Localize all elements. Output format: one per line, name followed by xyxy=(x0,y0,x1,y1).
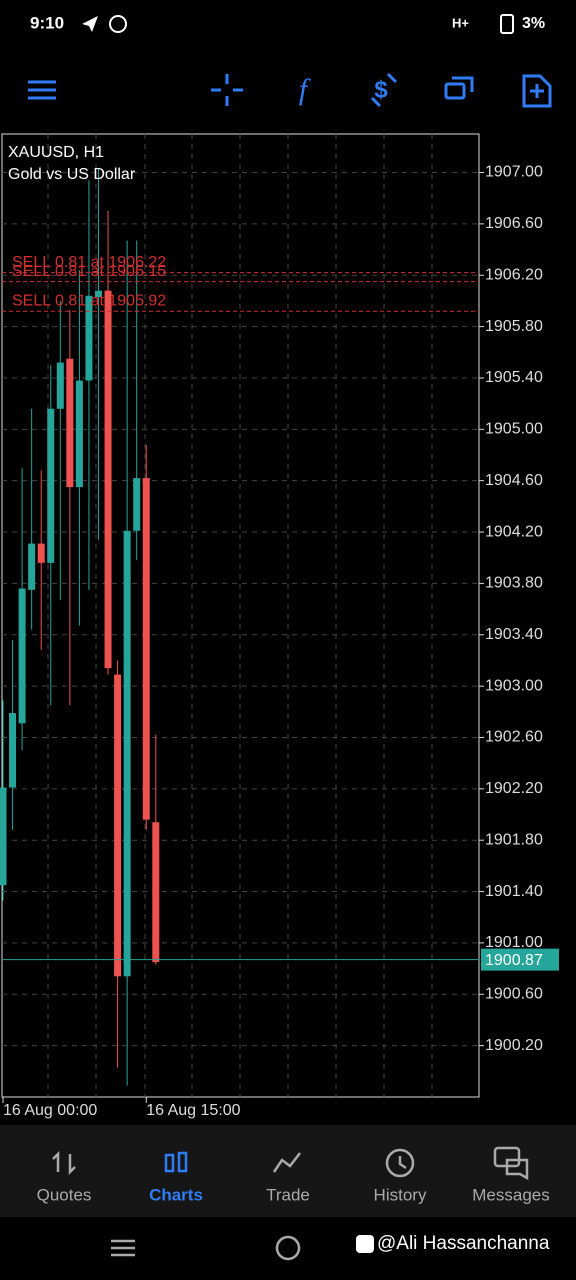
status-time: 9:10 xyxy=(30,13,64,32)
candle-body xyxy=(95,290,102,298)
watermark: @Ali Hassanchanna xyxy=(377,1233,550,1254)
y-tick-label: 1900.60 xyxy=(485,985,543,1002)
y-tick-label: 1906.20 xyxy=(485,266,543,283)
toolbar xyxy=(28,72,552,108)
chart-subtitle: Gold vs US Dollar xyxy=(8,166,136,183)
candle-body xyxy=(142,478,150,820)
x-tick-label: 16 Aug 15:00 xyxy=(146,1102,240,1119)
candle-body xyxy=(18,588,26,724)
candle-body xyxy=(123,530,131,977)
crosshair-button[interactable] xyxy=(211,74,243,106)
candle-body xyxy=(28,543,36,590)
candle-body xyxy=(9,713,17,788)
y-tick-label: 1904.60 xyxy=(485,472,543,489)
recents-button[interactable] xyxy=(111,1239,135,1257)
candle-body xyxy=(66,358,74,488)
tab-trade[interactable]: Trade xyxy=(266,1185,310,1204)
y-tick-label: 1904.20 xyxy=(485,523,543,540)
y-tick-label: 1903.80 xyxy=(485,575,543,592)
order-label: SELL 0.81 at 1905.92 xyxy=(12,292,166,309)
network-type: H+ xyxy=(452,15,469,30)
tab-history[interactable]: History xyxy=(374,1185,427,1204)
candle-body xyxy=(104,290,112,669)
indicators-button[interactable]: f xyxy=(299,73,311,106)
nav-icons xyxy=(52,1146,529,1181)
candle-body xyxy=(114,674,122,977)
y-tick-label: 1905.80 xyxy=(485,318,543,335)
new-order-button[interactable] xyxy=(522,74,552,108)
x-tick-label: 16 Aug 00:00 xyxy=(3,1102,97,1119)
y-tick-label: 1907.00 xyxy=(485,164,543,181)
y-tick-label: 1901.80 xyxy=(485,831,543,848)
current-price-box xyxy=(481,948,559,971)
chart-title: XAUUSD, H1 xyxy=(8,144,104,161)
y-tick-label: 1906.60 xyxy=(485,215,543,232)
tab-quotes[interactable]: Quotes xyxy=(37,1185,92,1204)
y-tick-label: 1903.00 xyxy=(485,677,543,694)
y-tick-label: 1905.00 xyxy=(485,421,543,438)
candle-body xyxy=(0,787,7,886)
y-tick-label: 1901.40 xyxy=(485,883,543,900)
order-label: SELL 0.81 at 1906.15 xyxy=(12,263,166,280)
trade-symbol: $ xyxy=(374,76,388,103)
current-price-label: 1900.87 xyxy=(485,952,543,969)
app-icon xyxy=(109,15,127,33)
y-tick-label: 1902.20 xyxy=(485,780,543,797)
bottom-nav xyxy=(0,1125,576,1217)
candle-body xyxy=(47,408,55,563)
telegram-icon xyxy=(82,16,98,32)
candle-body xyxy=(152,822,160,963)
menu-button[interactable] xyxy=(28,80,56,100)
tab-charts[interactable]: Charts xyxy=(149,1185,203,1204)
y-tick-label: 1900.20 xyxy=(485,1037,543,1054)
candle-body xyxy=(85,295,93,381)
home-button[interactable] xyxy=(275,1235,301,1261)
y-tick-label: 1902.60 xyxy=(485,729,543,746)
y-tick-label: 1905.40 xyxy=(485,369,543,386)
layers-button[interactable] xyxy=(444,82,466,100)
y-tick-label: 1901.00 xyxy=(485,934,543,951)
candle-body xyxy=(75,380,83,488)
trade-button[interactable] xyxy=(370,72,398,108)
tab-messages[interactable]: Messages xyxy=(472,1185,549,1204)
facebook-icon xyxy=(356,1235,374,1253)
battery-icon xyxy=(500,14,514,34)
candle-body xyxy=(56,362,64,409)
order-label: SELL 0.81 at 1906.22 xyxy=(12,254,166,271)
candle-body xyxy=(133,478,141,531)
candle-body xyxy=(37,543,45,563)
battery-level: 3% xyxy=(522,15,545,32)
y-tick-label: 1903.40 xyxy=(485,626,543,643)
